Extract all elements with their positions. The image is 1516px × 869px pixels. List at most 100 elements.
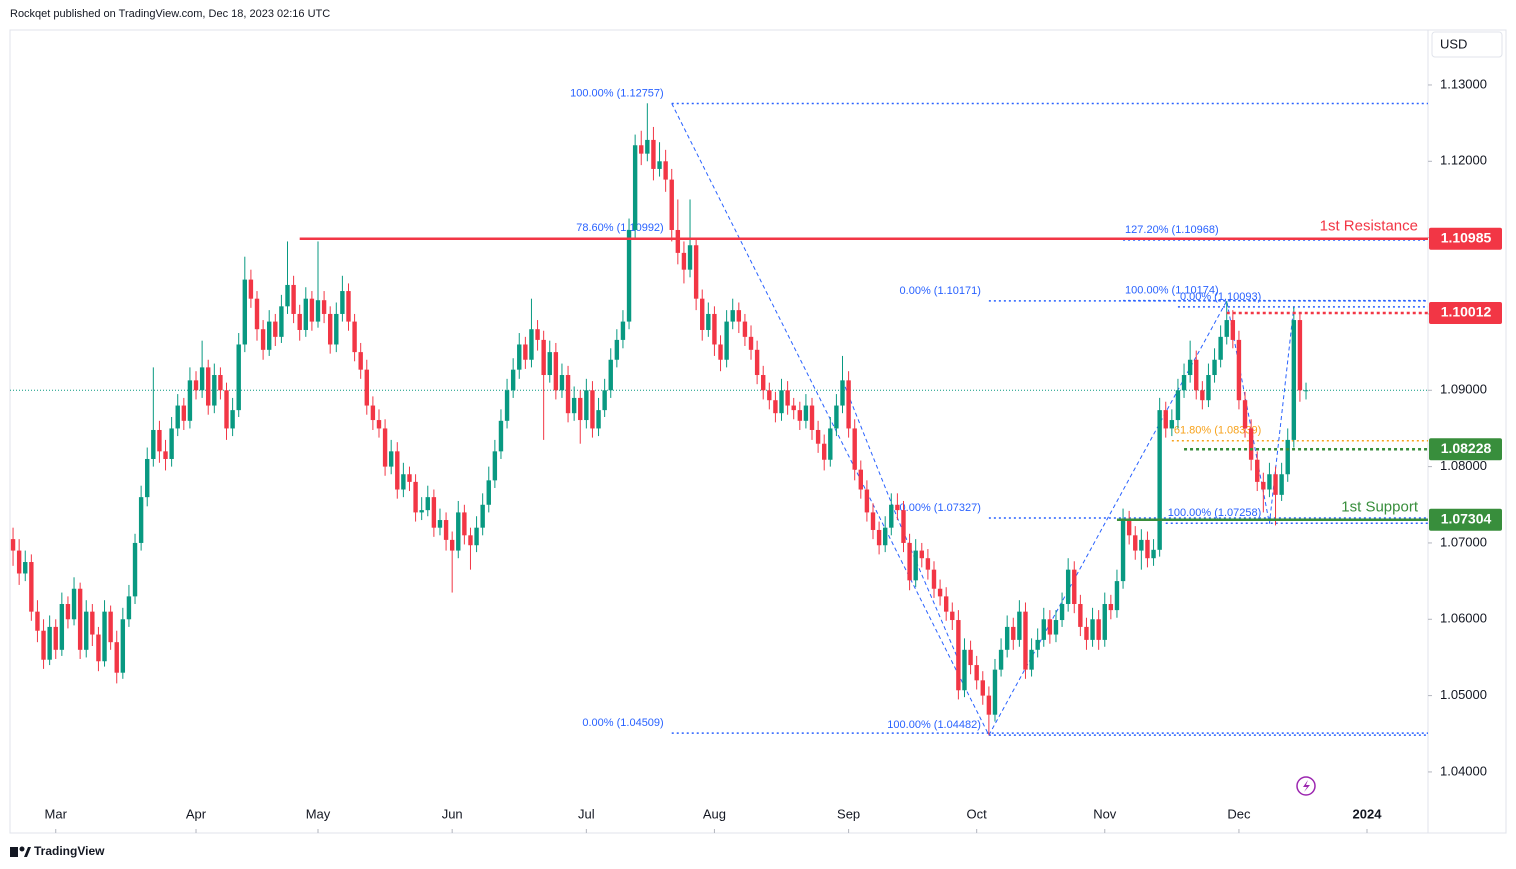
candle-body (803, 405, 809, 421)
candle-body (931, 569, 937, 589)
candle-body (193, 380, 199, 391)
fib-label: 0.00% (1.04509) (582, 717, 663, 729)
candle-body (815, 429, 821, 444)
candle-body (1267, 474, 1272, 490)
x-tick-label: Dec (1227, 806, 1251, 821)
candle-body (102, 611, 107, 662)
candle-body (639, 145, 644, 154)
candle-body (267, 321, 272, 350)
candle-body (1242, 400, 1248, 429)
candle-body (553, 352, 559, 391)
candle-body (1230, 320, 1236, 340)
candle-body (462, 512, 467, 536)
candle-body (480, 504, 485, 528)
y-tick-label: 1.04000 (1440, 763, 1487, 778)
candle-body (950, 611, 955, 621)
candle-body (248, 279, 254, 299)
candle-body (797, 410, 803, 421)
candle-body (23, 562, 28, 574)
candle-body (980, 680, 985, 696)
candle-body (346, 291, 351, 322)
candle-body (822, 443, 827, 460)
x-tick-label: Sep (837, 806, 860, 821)
price-tag-label: 1.07304 (1441, 510, 1492, 526)
candle-body (1285, 439, 1290, 475)
candle-body (968, 649, 973, 666)
candle-body (535, 329, 540, 340)
candle-body (1163, 410, 1168, 429)
candle-body (370, 405, 376, 421)
candle-body (974, 665, 979, 681)
candle-body (1255, 459, 1260, 482)
candle-body (1017, 611, 1022, 640)
x-tick-label: Mar (45, 806, 68, 821)
candle-body (1126, 520, 1132, 536)
candle-body (382, 428, 388, 467)
fib-label: 0.00% (1.10171) (900, 285, 981, 297)
candle-body (212, 375, 217, 406)
candle-body (773, 400, 778, 414)
x-tick-label: Jul (578, 806, 595, 821)
candle-body (596, 410, 601, 429)
candle-body (724, 321, 729, 360)
price-tag-label: 1.10012 (1441, 304, 1492, 320)
currency: USD (1440, 36, 1467, 51)
header: Rockqet published on TradingView.com, De… (10, 8, 330, 20)
candle-body (754, 349, 760, 376)
level-label: 1st Support (1341, 499, 1419, 516)
candle-body (840, 380, 845, 406)
candle-body (657, 161, 662, 169)
trend-line (988, 299, 1295, 736)
x-tick-label: May (306, 806, 331, 821)
y-tick-label: 1.07000 (1440, 534, 1487, 549)
candle-body (199, 367, 205, 391)
candle-body (846, 380, 851, 429)
candle-body (401, 474, 406, 490)
candle-body (77, 588, 83, 650)
candle-body (779, 390, 784, 414)
y-tick-label: 1.09000 (1440, 382, 1487, 397)
candle-body (895, 504, 900, 511)
candle-body (761, 375, 766, 391)
candle-body (1065, 569, 1071, 605)
candle-body (108, 611, 113, 643)
candle-body (669, 179, 674, 230)
candle-body (907, 542, 912, 581)
price-tag (1429, 508, 1502, 531)
candle-body (16, 550, 22, 574)
candle-body (998, 649, 1004, 670)
candle-body (492, 451, 498, 481)
candle-body (53, 626, 58, 650)
candle-body (925, 558, 931, 570)
candle-body (1078, 604, 1083, 627)
price-tag (1429, 302, 1502, 325)
candle-body (1194, 359, 1199, 391)
candle-body (1029, 649, 1034, 670)
fib-label: 78.60% (1.10992) (576, 222, 663, 234)
candle-body (687, 245, 693, 270)
candle-body (706, 313, 711, 330)
lightning-icon[interactable] (1296, 776, 1316, 796)
candle-body (1035, 639, 1040, 650)
candle-body (565, 375, 571, 414)
fib-label: 0.00% (1.07327) (900, 502, 981, 514)
candle-body (876, 529, 882, 546)
candle-body (748, 336, 754, 350)
candle-body (700, 298, 705, 330)
price-tag-label: 1.08228 (1441, 440, 1492, 456)
candle-body (29, 562, 34, 612)
candle-body (1291, 320, 1297, 440)
candle-body (626, 229, 632, 322)
candle-body (352, 321, 357, 353)
candle-body (584, 390, 589, 421)
candle-body (41, 630, 46, 660)
currency-box[interactable] (1431, 31, 1503, 58)
fib-label: 61.80% (1.08339) (1174, 425, 1261, 437)
candle-body (736, 310, 742, 322)
candle-body (828, 428, 833, 460)
candle-body (1248, 428, 1254, 460)
candle-body (230, 410, 235, 429)
candle-body (498, 420, 504, 452)
candle-body (297, 313, 302, 330)
candle-body (120, 619, 126, 673)
